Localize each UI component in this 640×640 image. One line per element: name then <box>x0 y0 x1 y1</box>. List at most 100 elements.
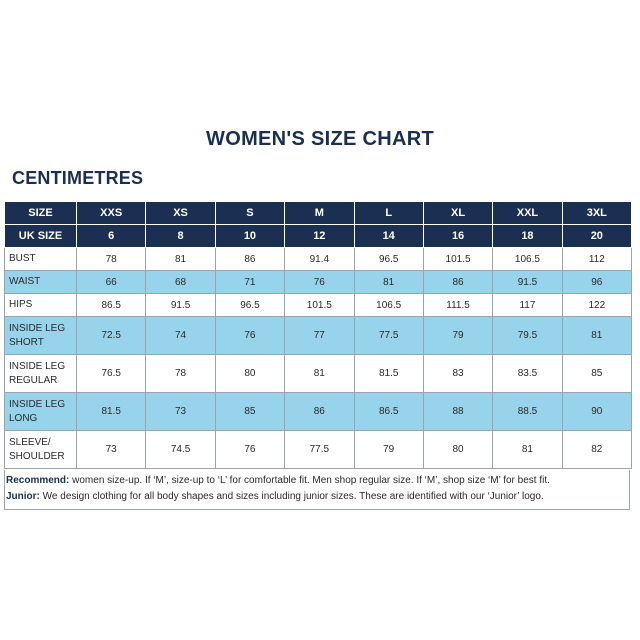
table-cell: 79.5 <box>492 316 563 355</box>
table-cell: 101.5 <box>422 247 494 271</box>
table-cell: 81 <box>492 430 563 469</box>
table-cell: 74 <box>145 316 216 355</box>
table-cell: 80 <box>214 354 286 393</box>
row-label: INSIDE LEG LONG <box>4 392 77 431</box>
table-cell: 111.5 <box>422 293 494 317</box>
table-cell: 86 <box>422 270 494 294</box>
row-label-line: INSIDE LEG <box>9 398 66 410</box>
table-cell: 91.5 <box>145 293 216 317</box>
table-cell: 78 <box>75 247 147 271</box>
header-cell: 8 <box>145 224 216 248</box>
table-cell: 86 <box>214 247 286 271</box>
table-cell: 77.5 <box>284 430 355 469</box>
row-label-line: SHOULDER <box>9 450 65 462</box>
header-row-label: SIZE <box>4 201 77 225</box>
table-cell: 96.5 <box>214 293 286 317</box>
table-cell: 77 <box>284 316 355 355</box>
table-cell: 76.5 <box>75 354 147 393</box>
header-cell: 18 <box>492 224 563 248</box>
table-row: INSIDE LEG LONG 81.5 73 85 86 86.5 88 88.5 90 <box>4 392 633 431</box>
header-cell: XXS <box>75 201 147 225</box>
header-cell: M <box>284 201 355 225</box>
row-label-line: INSIDE LEG <box>9 322 66 334</box>
header-row: UK SIZE 6 8 10 12 14 16 18 20 <box>4 224 633 248</box>
table-cell: 81 <box>284 354 355 393</box>
junior-text: We design clothing for all body shapes a… <box>39 491 544 502</box>
table-header: SIZE XXS XS S M L XL XXL 3XL UK SIZE 6 8 10 12 14 16 18 2… <box>4 201 633 248</box>
size-table-container: SIZE XXS XS S M L XL XXL 3XL UK SIZE 6 8 10 12 14 16 18 2… <box>4 201 633 469</box>
table-cell: 81.5 <box>75 392 147 431</box>
table-cell: 81 <box>145 247 216 271</box>
table-cell: 96.5 <box>353 247 424 271</box>
row-label-line: SLEEVE/ <box>9 436 51 448</box>
row-label-line: BUST <box>9 253 36 264</box>
table-row: INSIDE LEG REGULAR 76.5 78 80 81 81.5 83 83.5 85 <box>4 354 633 393</box>
header-cell: L <box>353 201 424 225</box>
row-label-line: LONG <box>9 412 38 424</box>
size-table: SIZE XXS XS S M L XL XXL 3XL UK SIZE 6 8 10 12 14 16 18 2… <box>4 201 633 469</box>
table-row: INSIDE LEG SHORT 72.5 74 76 77 77.5 79 79.5 81 <box>4 316 633 355</box>
table-row: SLEEVE/SHOULDER 73 74.5 76 77.5 79 80 81 82 <box>4 430 633 469</box>
table-cell: 76 <box>284 270 355 294</box>
header-row: SIZE XXS XS S M L XL XXL 3XL <box>4 201 633 225</box>
notes-box <box>4 470 630 510</box>
table-cell: 73 <box>75 430 147 469</box>
junior-label: Junior: <box>6 491 40 502</box>
recommend-note: Recommend: women size-up. If ‘M’, size-u… <box>4 473 630 489</box>
table-cell: 77.5 <box>353 316 424 355</box>
table-cell: 76 <box>214 316 286 355</box>
table-cell: 78 <box>145 354 216 393</box>
row-label: SLEEVE/SHOULDER <box>4 430 77 469</box>
header-cell: 10 <box>214 224 286 248</box>
row-label: HIPS <box>4 293 77 317</box>
table-cell: 80 <box>422 430 494 469</box>
table-cell: 86.5 <box>75 293 147 317</box>
row-label-line: SHORT <box>9 336 44 348</box>
table-cell: 101.5 <box>284 293 355 317</box>
table-cell: 106.5 <box>492 247 563 271</box>
header-cell: 3XL <box>561 201 633 225</box>
row-label-line: INSIDE LEG <box>9 360 66 372</box>
table-cell: 122 <box>561 293 633 317</box>
header-cell: 20 <box>561 224 633 248</box>
table-cell: 86 <box>284 392 355 431</box>
table-cell: 76 <box>214 430 286 469</box>
recommend-label: Recommend: <box>6 475 70 486</box>
table-cell: 71 <box>214 270 286 294</box>
header-cell: 14 <box>353 224 424 248</box>
unit-heading: CENTIMETRES <box>12 168 144 188</box>
table-cell: 79 <box>422 316 494 355</box>
row-label-line: WAIST <box>9 276 41 287</box>
table-cell: 88.5 <box>492 392 563 431</box>
table-cell: 90 <box>561 392 633 431</box>
table-cell: 112 <box>561 247 633 271</box>
table-cell: 85 <box>561 354 633 393</box>
junior-note: Junior: We design clothing for all body … <box>4 489 630 505</box>
table-body: BUST 78 81 86 91.4 96.5 101.5 106.5 112 WAIST 66 68… <box>4 247 633 469</box>
table-cell: 88 <box>422 392 494 431</box>
header-cell: XL <box>422 201 494 225</box>
table-cell: 91.4 <box>284 247 355 271</box>
table-cell: 68 <box>145 270 216 294</box>
table-cell: 72.5 <box>75 316 147 355</box>
row-label: INSIDE LEG REGULAR <box>4 354 77 393</box>
header-cell: 16 <box>422 224 494 248</box>
table-cell: 83.5 <box>492 354 563 393</box>
table-cell: 79 <box>353 430 424 469</box>
header-cell: 6 <box>75 224 147 248</box>
header-cell: 12 <box>284 224 355 248</box>
table-cell: 81.5 <box>353 354 424 393</box>
row-label: BUST <box>4 247 77 271</box>
table-cell: 81 <box>561 316 633 355</box>
table-cell: 73 <box>145 392 216 431</box>
header-row-label: UK SIZE <box>4 224 77 248</box>
table-cell: 96 <box>561 270 633 294</box>
table-cell: 85 <box>214 392 286 431</box>
page-title: WOMEN'S SIZE CHART <box>206 128 434 150</box>
table-cell: 66 <box>75 270 147 294</box>
table-cell: 83 <box>422 354 494 393</box>
header-cell: S <box>214 201 286 225</box>
header-cell: XS <box>145 201 216 225</box>
table-cell: 74.5 <box>145 430 216 469</box>
